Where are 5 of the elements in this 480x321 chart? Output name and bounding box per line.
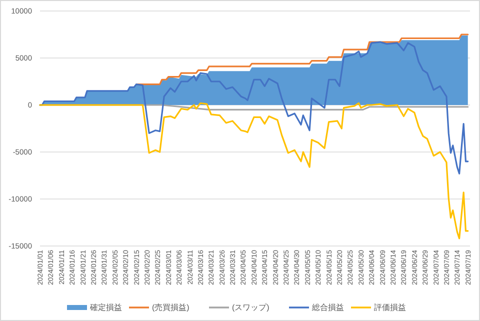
legend-label: 総合損益 (311, 303, 344, 312)
legend-label: (スワップ) (232, 303, 270, 312)
legend-label: (売買損益) (152, 303, 190, 312)
legend-label: 評価損益 (374, 303, 406, 312)
legend-label: 確定損益 (89, 303, 122, 312)
